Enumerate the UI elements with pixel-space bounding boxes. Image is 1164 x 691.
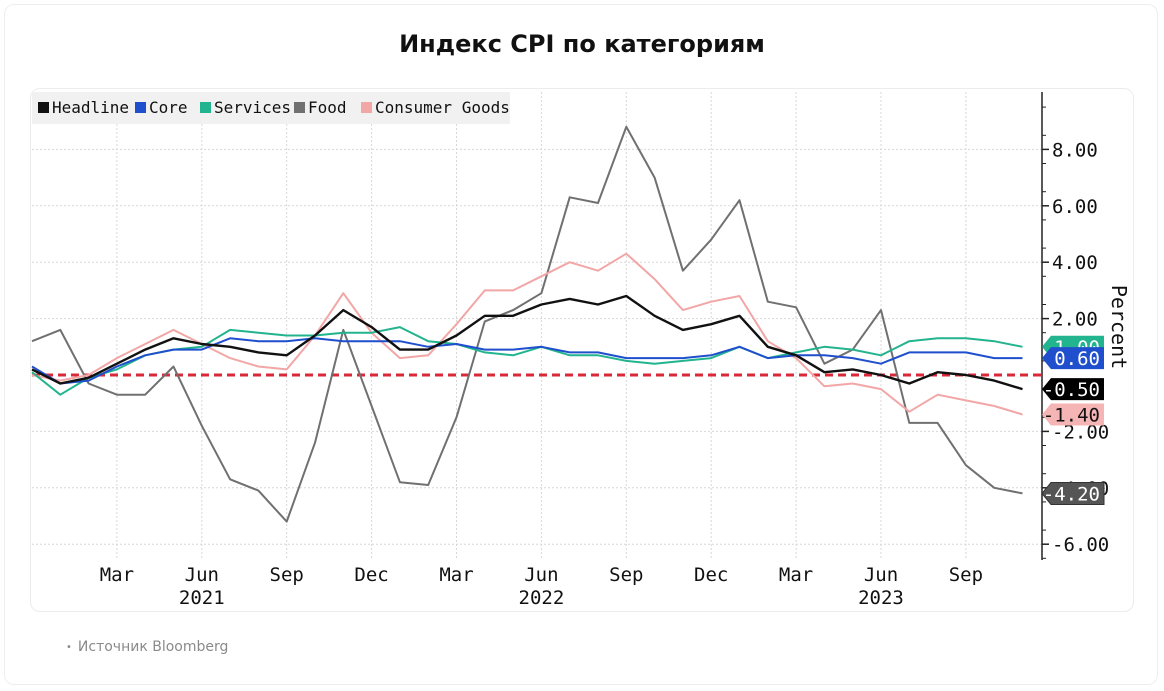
x-year-label: 2021 (179, 587, 225, 609)
end-tag-bg (1042, 403, 1104, 426)
legend-swatch-services (200, 102, 211, 113)
grid (32, 92, 1042, 560)
legend-swatch-headline (38, 102, 49, 113)
end-tag-bg (1041, 481, 1105, 505)
y-tick-label: 8.00 (1052, 139, 1098, 161)
legend-label-food: Food (308, 98, 347, 117)
series-line-services (31, 326, 1023, 396)
end-tag-bg (1042, 378, 1104, 401)
y-tick-label: -2.00 (1052, 421, 1109, 443)
legend: Headline Core Services Food Consumer Goods (32, 92, 510, 124)
end-tag-label: 0.60 (1054, 348, 1100, 370)
series-line-core (31, 337, 1023, 385)
legend-label-consumer_goods: Consumer Goods (375, 98, 510, 117)
x-tick-label: Jun (185, 564, 219, 586)
end-tag-core: 0.60 (1042, 347, 1104, 370)
x-tick-label: Sep (949, 564, 983, 586)
bullet: • (66, 641, 72, 653)
series-line-headline (31, 294, 1023, 391)
x-tick-label: Jun (864, 564, 898, 586)
x-tick-label: Mar (439, 564, 473, 586)
x-tick-label: Dec (694, 564, 728, 586)
x-tick-label: Jun (524, 564, 558, 586)
source-note: • Источник Bloomberg (66, 639, 228, 655)
end-tag-label: -0.50 (1043, 379, 1100, 401)
legend-label-headline: Headline (52, 98, 129, 117)
end-tag-bg (1042, 347, 1104, 370)
legend-label-core: Core (149, 98, 188, 117)
series-line-food (31, 125, 1023, 523)
chart-title: Индекс CPI по категориям (399, 30, 765, 58)
source-text: Источник Bloomberg (77, 639, 229, 655)
end-tag-label: -4.20 (1043, 483, 1100, 505)
x-tick-label: Sep (609, 564, 643, 586)
x-tick-label: Mar (779, 564, 813, 586)
x-tick-label: Dec (354, 564, 388, 586)
end-tag-consumer_goods: -1.40 (1042, 403, 1104, 426)
x-axis: Mar Jun Sep Dec Mar Jun Sep Dec Mar Jun Sep 2021 202… (100, 564, 983, 609)
y-tick-label: -6.00 (1052, 534, 1109, 556)
series-lines (31, 125, 1023, 523)
end-tag-food: -4.20 (1041, 481, 1105, 505)
end-labels: 1.000.60-0.50-1.40-4.20 (1041, 335, 1105, 505)
x-year-label: 2022 (519, 587, 565, 609)
legend-box (32, 92, 510, 124)
series-line-consumer_goods (31, 252, 1023, 416)
end-tag-headline: -0.50 (1042, 378, 1104, 401)
legend-label-services: Services (214, 98, 291, 117)
y-tick-label: 4.00 (1052, 252, 1098, 274)
x-tick-label: Mar (100, 564, 134, 586)
legend-swatch-food (294, 102, 305, 113)
x-year-label: 2023 (858, 587, 904, 609)
end-tag-label: -1.40 (1043, 404, 1100, 426)
legend-swatch-core (135, 102, 146, 113)
x-tick-label: Sep (270, 564, 304, 586)
y-tick-label: 2.00 (1052, 309, 1098, 331)
legend-swatch-consumer_goods (361, 102, 372, 113)
y-tick-label: 6.00 (1052, 196, 1098, 218)
y-axis-title: Percent (1107, 285, 1131, 369)
